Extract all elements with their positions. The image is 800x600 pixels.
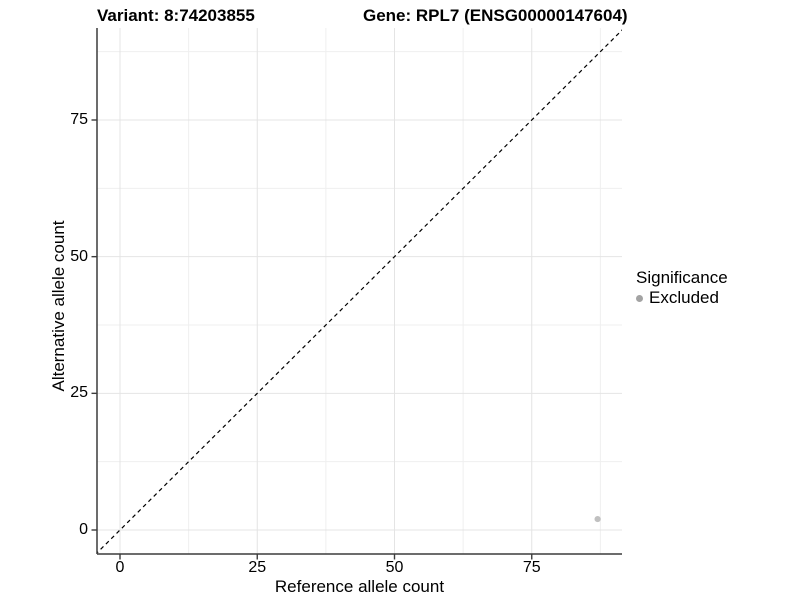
x-axis-title: Reference allele count xyxy=(274,577,445,596)
x-tick-label: 75 xyxy=(522,559,541,576)
minor-gridlines xyxy=(97,28,622,554)
y-tick-label: 75 xyxy=(70,110,88,128)
y-tick-label: 25 xyxy=(70,384,88,402)
legend: Significance Excluded xyxy=(636,268,728,307)
y-tick-label: 50 xyxy=(70,247,88,265)
data-point-excluded xyxy=(594,515,601,523)
identity-line xyxy=(97,29,622,554)
data-points xyxy=(594,515,601,523)
x-tick-label: 0 xyxy=(115,559,125,576)
gene-title: Gene: RPL7 (ENSG00000147604) xyxy=(363,6,628,25)
major-gridlines xyxy=(97,28,622,554)
variant-title: Variant: 8:74203855 xyxy=(97,6,255,25)
legend-item-excluded: Excluded xyxy=(636,289,728,307)
x-tick-label: 25 xyxy=(248,559,267,576)
y-tick-label: 0 xyxy=(79,521,88,538)
legend-title: Significance xyxy=(636,268,728,287)
identity-dashed-line xyxy=(97,29,622,554)
axis-lines xyxy=(96,28,622,555)
axis-tick-marks xyxy=(91,119,533,560)
excluded-point-icon xyxy=(636,294,643,302)
x-tick-label: 50 xyxy=(385,559,404,576)
legend-item-label: Excluded xyxy=(649,288,719,307)
